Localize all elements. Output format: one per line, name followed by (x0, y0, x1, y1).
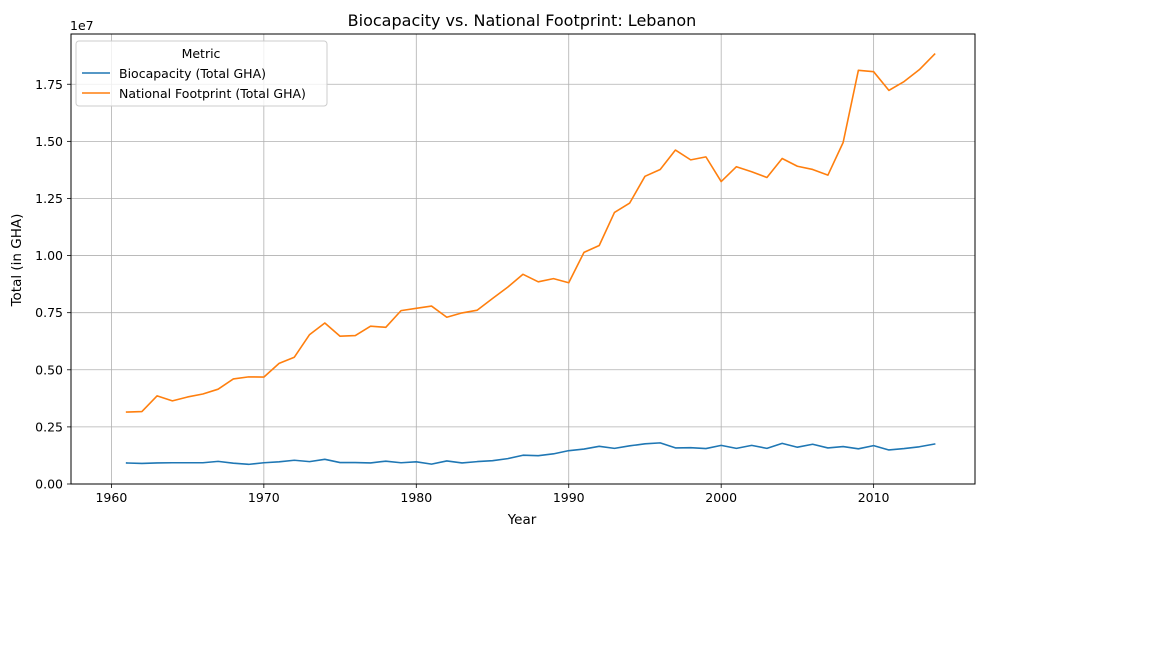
x-tick-label: 1960 (95, 490, 127, 505)
x-axis-label: Year (507, 512, 537, 528)
legend-title: Metric (182, 46, 221, 61)
chart-title: Biocapacity vs. National Footprint: Leba… (348, 11, 697, 30)
y-tick-label: 1.25 (35, 191, 63, 206)
legend: Metric Biocapacity (Total GHA) National … (75, 40, 328, 107)
y-tick-label: 1.75 (35, 77, 63, 92)
y-tick-label: 1.50 (35, 134, 63, 149)
legend-label-national-footprint: National Footprint (Total GHA) (119, 86, 306, 101)
y-tick-label: 0.25 (35, 419, 63, 434)
y-axis-offset-text: 1e7 (70, 18, 94, 33)
x-tick-label: 2000 (705, 490, 737, 505)
y-tick-label: 1.00 (35, 248, 63, 263)
y-axis-label: Total (in GHA) (9, 214, 25, 308)
y-tick-label: 0.00 (35, 477, 63, 492)
series-lines (125, 52, 936, 466)
y-tick-label: 0.75 (35, 305, 63, 320)
x-tick-label: 1970 (248, 490, 280, 505)
plot-area-frame (70, 33, 976, 485)
x-tick-label: 2010 (858, 490, 890, 505)
y-tick-label: 0.50 (35, 362, 63, 377)
series-line-biocapacity (125, 442, 936, 466)
legend-box (75, 40, 328, 107)
legend-label-biocapacity: Biocapacity (Total GHA) (119, 66, 266, 81)
axis-ticks: 1960 1970 1980 1990 2000 2010 0.00 0.25 0.50 0.75… (35, 77, 889, 505)
series-line-national-footprint (125, 52, 936, 413)
x-tick-label: 1990 (553, 490, 585, 505)
x-tick-label: 1980 (400, 490, 432, 505)
